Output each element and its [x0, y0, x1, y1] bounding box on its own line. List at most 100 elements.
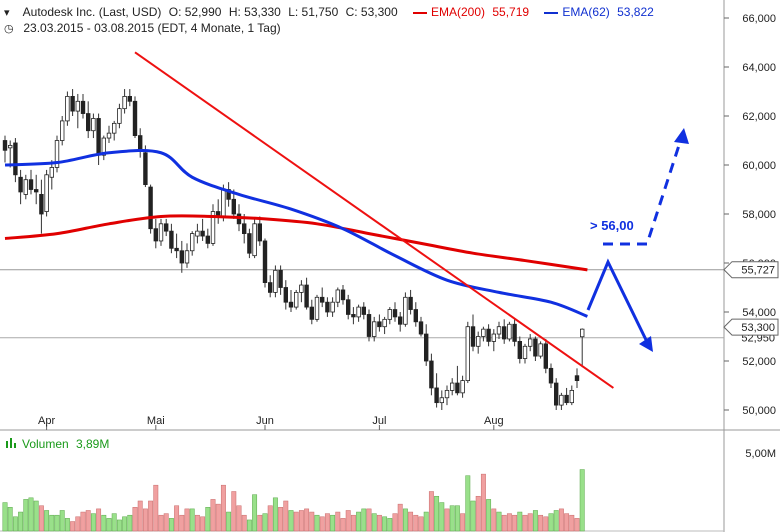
- volume-bar: [288, 510, 294, 532]
- candle-body: [340, 289, 346, 301]
- candle-body: [434, 387, 439, 404]
- candle-body: [221, 189, 226, 217]
- candle-body: [60, 120, 65, 141]
- candle-body: [325, 301, 330, 313]
- volume-bar: [465, 475, 471, 532]
- candle-body: [387, 309, 392, 320]
- volume-bar: [558, 508, 564, 532]
- expand-icon[interactable]: ▾: [4, 7, 10, 19]
- volume-bar: [12, 516, 18, 532]
- candle-body: [106, 132, 112, 139]
- candle-body: [418, 321, 424, 335]
- forecast-arrows: [586, 128, 689, 352]
- candle-body: [470, 326, 476, 347]
- x-tick-label: Jun: [256, 415, 274, 427]
- candle-body: [496, 326, 502, 335]
- target-annotation: > 56,00: [590, 218, 634, 233]
- ema200-line: [4, 214, 588, 272]
- candle-body: [153, 228, 158, 242]
- candle-body: [449, 382, 455, 391]
- volume-bar: [236, 505, 242, 532]
- volume-value: 3,89M: [76, 437, 109, 451]
- volume-bar: [59, 510, 65, 532]
- candle-body: [486, 328, 491, 342]
- volume-bar: [70, 521, 76, 532]
- volume-bar: [174, 505, 180, 532]
- volume-bar: [579, 469, 585, 532]
- ema62-value: 53,822: [617, 5, 654, 19]
- volume-bar: [538, 514, 544, 532]
- candle-body: [101, 137, 106, 156]
- volume-icon-bar: [10, 438, 12, 448]
- volume-bar: [122, 516, 128, 532]
- volume-bars: [2, 469, 585, 532]
- volume-bar: [18, 511, 24, 532]
- candle-body: [75, 100, 80, 112]
- instrument-name: Autodesk Inc. (Last, USD): [22, 5, 162, 19]
- volume-bar: [418, 516, 424, 532]
- y-tick-label: 50,000: [742, 405, 776, 417]
- volume-bar: [304, 508, 310, 532]
- volume-bar: [361, 508, 367, 532]
- ema200-label: EMA(200): [430, 5, 486, 19]
- candle-body: [439, 397, 444, 404]
- volume-bar: [574, 518, 580, 532]
- candle-body: [28, 179, 34, 190]
- date-range: 23.03.2015 - 03.08.2015 (EDT, 4 Monate, …: [23, 21, 281, 35]
- volume-axis-label: 5,00M: [745, 448, 776, 460]
- candle-body: [278, 269, 283, 288]
- x-tick-label: Apr: [38, 415, 55, 427]
- candle-body: [80, 100, 86, 114]
- candle-body: [580, 328, 585, 338]
- volume-bar: [80, 511, 86, 532]
- candle-body: [512, 323, 517, 342]
- volume-bar: [96, 508, 102, 532]
- candle-body: [231, 198, 236, 215]
- price-tag-hline-box: [723, 261, 779, 279]
- volume-bar: [272, 497, 278, 532]
- volume-bar: [226, 511, 232, 532]
- candle-body: [554, 382, 559, 406]
- volume-bar: [387, 518, 393, 532]
- volume-bar: [413, 514, 419, 532]
- candle-body: [241, 223, 247, 235]
- volume-label: Volumen: [22, 437, 69, 451]
- candle-body: [423, 333, 429, 362]
- volume-bar: [397, 503, 403, 532]
- price-tag-last-box: [723, 318, 779, 336]
- ema200-value: 55,719: [492, 5, 530, 19]
- y-tick-label: 58,000: [742, 209, 776, 221]
- candle-body: [491, 333, 496, 342]
- volume-bar: [569, 514, 575, 532]
- candle-body: [299, 284, 304, 293]
- price-tag-behind: 52,950: [741, 333, 775, 345]
- volume-bar: [470, 500, 476, 532]
- candle-body: [283, 287, 288, 303]
- volume-bar: [491, 508, 497, 532]
- volume-bar: [319, 516, 325, 532]
- volume-bar: [241, 514, 247, 532]
- volume-bar: [215, 503, 221, 532]
- ema62-line: [4, 149, 588, 318]
- candle-body: [314, 296, 320, 320]
- candle-body: [18, 176, 23, 193]
- candle-body: [465, 326, 470, 382]
- volume-bar: [428, 491, 434, 532]
- volume-bar: [49, 514, 55, 532]
- volume-icon-bar: [14, 443, 16, 448]
- arrow-head-down: [639, 336, 653, 352]
- volume-bar: [231, 491, 237, 532]
- candle-body: [377, 321, 382, 328]
- candle-body: [371, 321, 377, 337]
- candle-body: [528, 338, 533, 347]
- candle-body: [252, 223, 257, 257]
- candle-body: [174, 247, 179, 252]
- volume-bar: [460, 513, 466, 532]
- candle-body: [444, 389, 450, 399]
- candle-body: [574, 375, 580, 382]
- header-line-2: ◷ 23.03.2015 - 03.08.2015 (EDT, 4 Monate…: [4, 21, 285, 35]
- y-tick-label: 54,000: [742, 307, 776, 319]
- volume-bar: [382, 516, 388, 532]
